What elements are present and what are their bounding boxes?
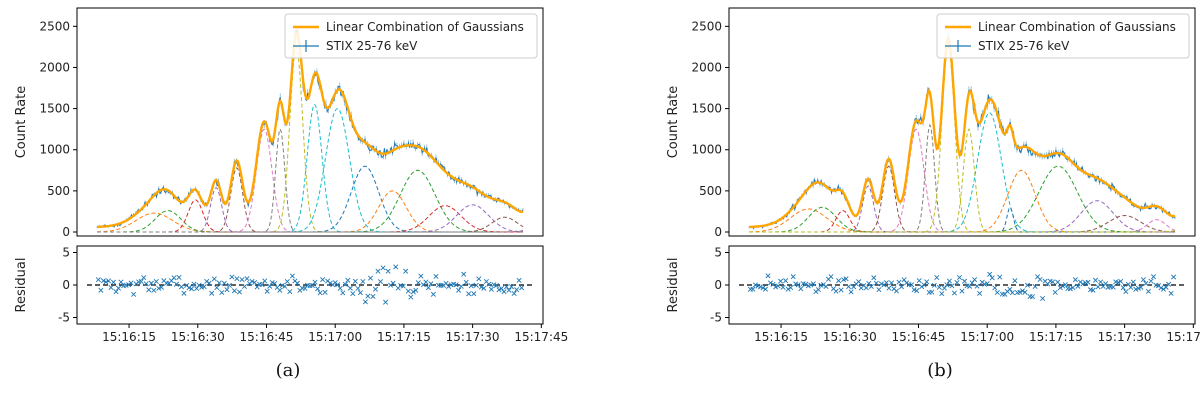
y-tick-label: 500: [699, 184, 722, 198]
y-axis-label: Count Rate: [14, 86, 29, 159]
gaussian-component-10: [97, 108, 523, 233]
y-tick-label: 1000: [39, 143, 70, 157]
x-tick-label: 15:17:15: [1029, 330, 1083, 344]
caption-b: (b): [927, 360, 953, 381]
x-tick-label: 15:17:00: [308, 330, 362, 344]
data-error-bars: [748, 31, 1176, 230]
main-axes-frame: [76, 7, 544, 237]
x-tick-label: 15:16:15: [754, 330, 808, 344]
x-tick-label: 15:17:30: [1098, 330, 1152, 344]
x-tick-label: 15:16:45: [892, 330, 946, 344]
plot-area: [748, 31, 1176, 233]
gaussian-component-9: [97, 103, 523, 233]
residual-y-tick-label: -5: [710, 311, 722, 325]
gaussian-component-8: [749, 45, 1175, 233]
y-tick-label: 0: [714, 225, 722, 239]
legend-data-label: STIX 25-76 keV: [326, 39, 418, 53]
gaussian-component-15: [97, 204, 523, 233]
residual-markers: [747, 271, 1177, 302]
data-series-stix: [748, 34, 1176, 230]
x-tick-label: 15:16:30: [823, 330, 877, 344]
y-tick-label: 2500: [39, 19, 70, 33]
residual-markers: [95, 264, 525, 305]
x-tick-label: 15:17:45: [514, 330, 568, 344]
gaussian-component-13: [97, 169, 523, 233]
x-tick-label: 15:16:15: [102, 330, 156, 344]
residual-y-tick-label: 0: [714, 278, 722, 292]
x-tick-label: 15:17:00: [960, 330, 1014, 344]
y-tick-label: 2000: [39, 60, 70, 74]
legend: Linear Combination of Gaussians STIX 25-7…: [284, 13, 538, 59]
legend-box: [284, 13, 538, 59]
legend-data-label: STIX 25-76 keV: [978, 39, 1070, 53]
fit-line: [97, 31, 524, 229]
x-tick-label: 15:17:30: [446, 330, 500, 344]
gaussian-component-16: [97, 216, 524, 233]
panel-b: 0 500 1000 1500 2000 2500 -5 0 5 15:16:15 15:16:30…: [666, 7, 1200, 344]
gaussian-component-4: [749, 185, 1175, 233]
legend-fit-label: Linear Combination of Gaussians: [326, 20, 524, 34]
gaussian-component-18: [97, 230, 524, 233]
residual-y-tick-label: 5: [714, 246, 722, 260]
y-tick-label: 2000: [691, 60, 722, 74]
legend-box: [936, 13, 1190, 59]
y-tick-label: 1500: [691, 102, 722, 116]
y-axis-label: Count Rate: [666, 86, 681, 159]
residual-axis-label: Residual: [666, 258, 681, 313]
gaussian-component-13: [749, 165, 1175, 233]
legend-fit-label: Linear Combination of Gaussians: [978, 20, 1176, 34]
y-tick-label: 500: [47, 184, 70, 198]
main-axes-frame: [728, 7, 1196, 237]
gaussian-component-18: [749, 230, 1176, 233]
fit-line: [749, 35, 1176, 229]
residual-y-tick-label: 0: [62, 278, 70, 292]
x-tick-label: 15:17:15: [377, 330, 431, 344]
legend: Linear Combination of Gaussians STIX 25-7…: [936, 13, 1190, 59]
gaussian-component-12: [97, 190, 523, 233]
residual-axis-label: Residual: [14, 258, 29, 313]
gaussian-component-8: [97, 45, 523, 233]
plot-area: [96, 26, 524, 233]
x-tick-label: 15:17:45: [1166, 330, 1200, 344]
y-tick-label: 1000: [691, 143, 722, 157]
residual-y-tick-label: -5: [58, 311, 70, 325]
residual-y-tick-label: 5: [62, 246, 70, 260]
y-tick-label: 0: [62, 225, 70, 239]
panel-a: 0 500 1000 1500 2000 2500 -5 0 5 15:16:15 15:16:30…: [14, 7, 568, 344]
caption-a: (a): [276, 360, 301, 381]
y-tick-label: 1500: [39, 102, 70, 116]
gaussian-component-5: [749, 165, 1175, 233]
x-tick-label: 15:16:30: [171, 330, 225, 344]
x-tick-label: 15:16:45: [240, 330, 294, 344]
y-tick-label: 2500: [691, 19, 722, 33]
gaussian-component-14: [749, 200, 1175, 233]
